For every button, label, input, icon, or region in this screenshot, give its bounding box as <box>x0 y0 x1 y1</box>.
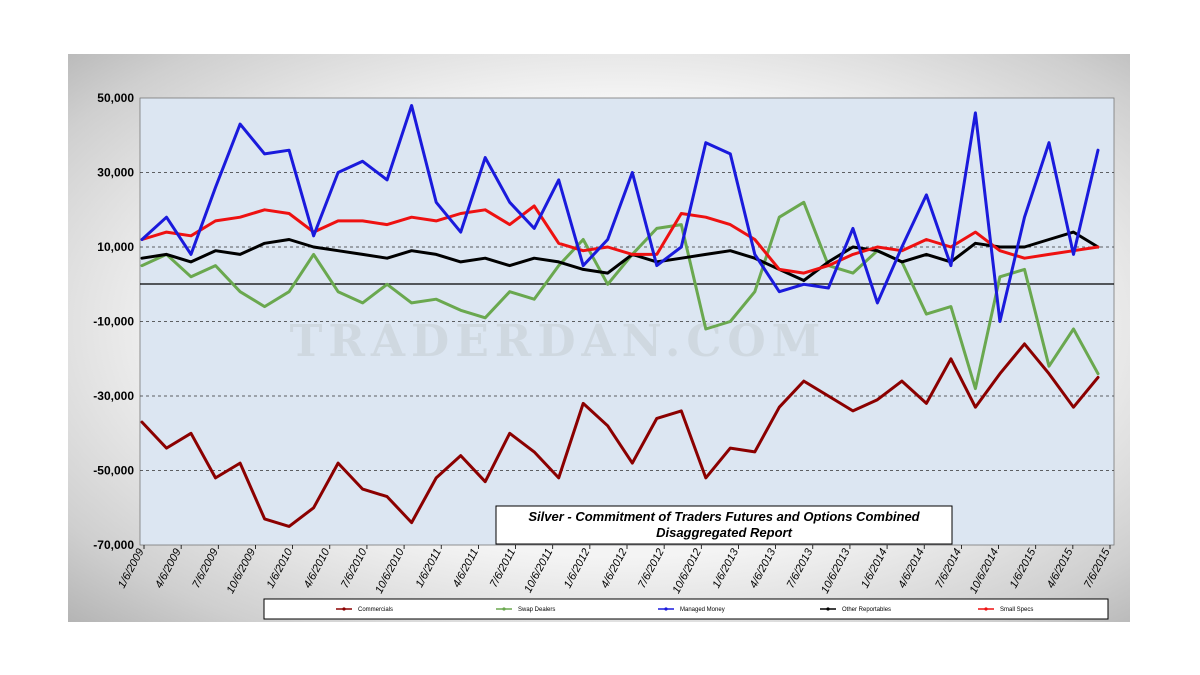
series-line-managed-money <box>140 104 1100 323</box>
x-tick-label: 1/6/2009 <box>116 547 147 590</box>
y-tick-label: -50,000 <box>93 464 134 478</box>
watermark-text: TRADERDAN.COM <box>290 316 827 367</box>
legend-marker <box>502 607 506 611</box>
x-tick-label: 7/6/2014 <box>933 547 964 590</box>
x-tick-label: 10/6/2012 <box>670 547 704 596</box>
x-tick-label: 7/6/2012 <box>636 547 667 590</box>
series-line-commercials <box>140 342 1100 528</box>
chart-svg: TRADERDAN.COM 50,000 30,000 10,000 -10,000 -… <box>93 91 1115 620</box>
legend-label: Small Specs <box>1000 607 1033 613</box>
x-tick-label: 4/6/2012 <box>599 547 630 590</box>
x-tick-label: 1/6/2015 <box>1008 546 1039 590</box>
legend-label: Managed Money <box>680 607 725 613</box>
x-tick-label: 7/6/2009 <box>190 547 221 590</box>
chart-title: Silver - Commitment of Traders Futures a… <box>528 509 920 524</box>
series-line-other-reportables <box>140 230 1100 282</box>
chart-title-box: Silver - Commitment of Traders Futures a… <box>495 505 953 545</box>
x-tick-label: 7/6/2011 <box>488 547 518 590</box>
y-tick-label: 30,000 <box>97 166 134 180</box>
x-tick-label: 4/6/2014 <box>896 547 927 590</box>
series-line-swap-dealers <box>140 200 1100 391</box>
y-tick-label: -10,000 <box>93 315 134 329</box>
x-tick-label: 1/6/2011 <box>414 547 444 590</box>
series-lines <box>140 104 1100 528</box>
x-tick-label: 10/6/2010 <box>373 546 407 596</box>
legend-label: Other Reportables <box>842 607 891 613</box>
y-tick-label: -70,000 <box>93 538 134 552</box>
legend-label: Swap Dealers <box>518 607 555 613</box>
chart-subtitle: Disaggregated Report <box>656 525 792 540</box>
x-tick-label: 10/6/2011 <box>522 547 555 595</box>
x-tick-label: 4/6/2009 <box>153 547 184 590</box>
x-tick-label: 1/6/2014 <box>859 547 890 590</box>
x-tick-label: 4/6/2010 <box>302 546 333 590</box>
legend-marker <box>342 607 346 611</box>
legend-marker <box>984 607 988 611</box>
legend: Commercials Swap Dealers Managed Money Othe… <box>263 598 1109 620</box>
x-tick-label: 4/6/2011 <box>451 547 481 590</box>
x-tick-label: 7/6/2010 <box>339 546 370 590</box>
y-axis-ticks: 50,000 30,000 10,000 -10,000 -30,000 -50,000 -… <box>93 91 134 552</box>
y-tick-label: 10,000 <box>97 240 134 254</box>
series-line-small-specs <box>140 204 1100 275</box>
x-tick-label: 10/6/2009 <box>225 547 259 596</box>
chart-frame: TRADERDAN.COM 50,000 30,000 10,000 -10,000 -… <box>68 54 1130 622</box>
legend-marker <box>826 607 830 611</box>
x-tick-label: 7/6/2015 <box>1082 546 1113 590</box>
x-tick-label: 1/6/2012 <box>562 547 593 590</box>
x-tick-label: 10/6/2014 <box>968 547 1002 596</box>
x-tick-label: 4/6/2015 <box>1045 546 1076 590</box>
y-tick-label: 50,000 <box>97 91 134 105</box>
x-tick-label: 4/6/2013 <box>748 546 779 590</box>
legend-label: Commercials <box>358 607 393 613</box>
x-tick-label: 10/6/2013 <box>819 546 853 596</box>
x-tick-label: 1/6/2010 <box>265 546 296 590</box>
legend-marker <box>664 607 668 611</box>
y-tick-label: -30,000 <box>93 389 134 403</box>
x-tick-label: 7/6/2013 <box>785 546 816 590</box>
x-axis-ticks: 1/6/2009 4/6/2009 7/6/2009 10/6/2009 1/6/201… <box>116 545 1113 596</box>
x-tick-label: 1/6/2013 <box>710 546 741 590</box>
